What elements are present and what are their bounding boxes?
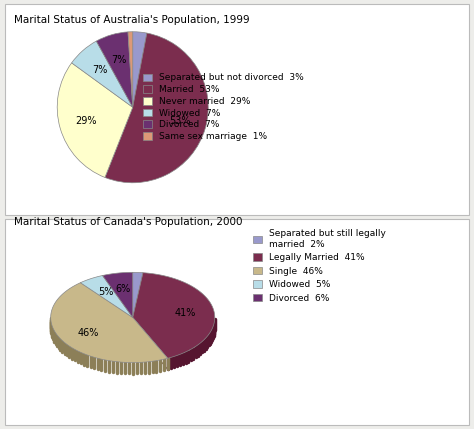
- Legend: Separated but not divorced  3%, Married  53%, Never married  29%, Widowed  7%, D: Separated but not divorced 3%, Married 5…: [141, 72, 306, 143]
- Text: 5%: 5%: [98, 287, 113, 297]
- Legend: Separated but still legally
married  2%, Legally Married  41%, Single  46%, Wido: Separated but still legally married 2%, …: [251, 228, 388, 305]
- Polygon shape: [102, 272, 133, 317]
- Polygon shape: [51, 283, 168, 363]
- Text: 29%: 29%: [75, 116, 96, 126]
- Wedge shape: [133, 32, 147, 107]
- Wedge shape: [96, 32, 133, 107]
- Text: 41%: 41%: [174, 308, 196, 318]
- Text: 53%: 53%: [169, 116, 191, 126]
- Wedge shape: [57, 63, 133, 178]
- Polygon shape: [133, 273, 215, 358]
- Polygon shape: [81, 275, 133, 317]
- Text: 6%: 6%: [115, 284, 130, 294]
- Text: Marital Status of Canada's Population, 2000: Marital Status of Canada's Population, 2…: [14, 217, 243, 227]
- Wedge shape: [128, 32, 133, 107]
- Text: Marital Status of Australia's Population, 1999: Marital Status of Australia's Population…: [14, 15, 250, 25]
- Wedge shape: [72, 41, 133, 107]
- Text: 7%: 7%: [111, 55, 127, 65]
- Polygon shape: [133, 272, 143, 317]
- Text: 7%: 7%: [92, 66, 108, 76]
- Text: 46%: 46%: [77, 328, 99, 338]
- Wedge shape: [105, 33, 208, 183]
